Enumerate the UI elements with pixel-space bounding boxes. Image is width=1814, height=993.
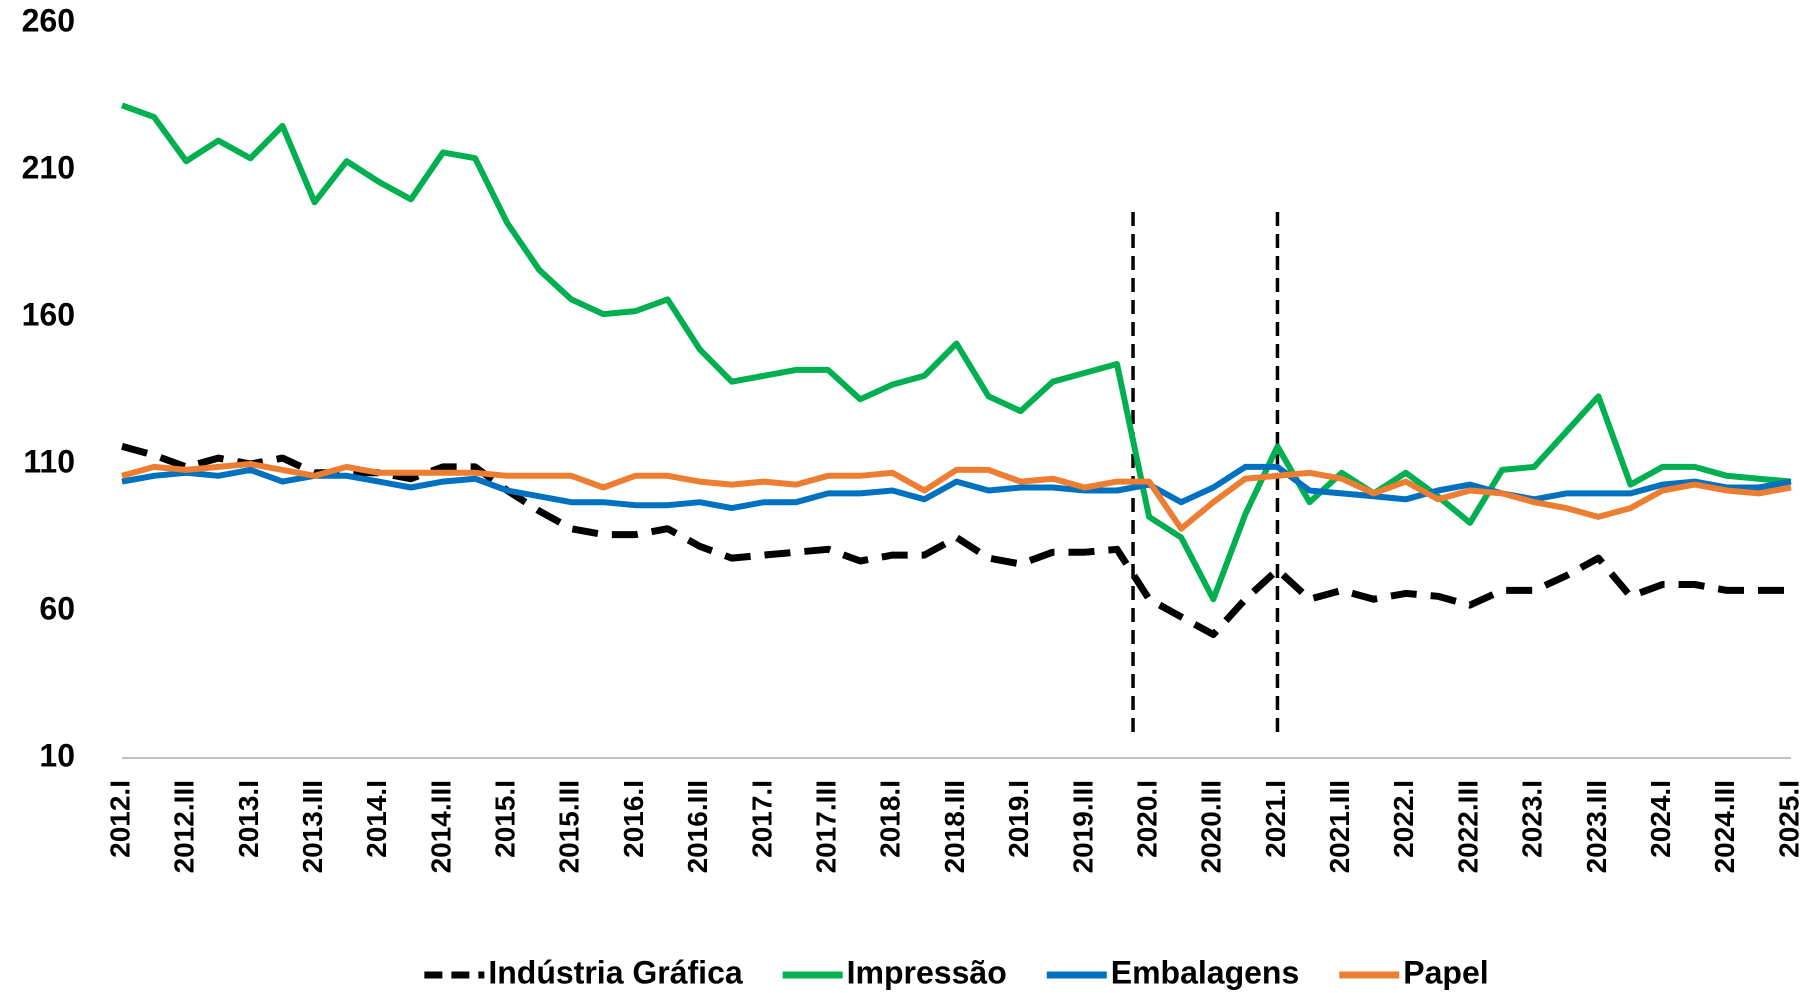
x-tick-label: 2014.III bbox=[425, 780, 456, 873]
y-tick-label: 260 bbox=[22, 2, 75, 38]
legend-label: Papel bbox=[1403, 954, 1488, 990]
y-tick-label: 10 bbox=[39, 737, 75, 773]
x-tick-label: 2016.III bbox=[682, 780, 713, 873]
x-tick-label: 2018.III bbox=[939, 780, 970, 873]
x-tick-label: 2019.I bbox=[1003, 780, 1034, 858]
legend: Indústria Gráfica Impressão Embalagens Pape… bbox=[424, 954, 1489, 990]
x-tick-label: 2012.III bbox=[169, 780, 200, 873]
series-line bbox=[120, 102, 1792, 603]
x-tick-label: 2023.I bbox=[1517, 780, 1548, 858]
x-tick-label: 2016.I bbox=[618, 780, 649, 858]
legend-label: Impressão bbox=[847, 954, 1007, 990]
series-line bbox=[121, 443, 1791, 638]
series-line bbox=[121, 461, 1792, 532]
x-tick-label: 2014.I bbox=[361, 780, 392, 858]
y-tick-label: 210 bbox=[22, 149, 75, 185]
x-tick-label: 2020.III bbox=[1196, 780, 1227, 873]
x-tick-label: 2022.I bbox=[1388, 780, 1419, 858]
x-tick-label: 2017.I bbox=[746, 780, 777, 858]
x-tick-label: 2012.I bbox=[104, 780, 135, 858]
x-tick-label: 2025.I bbox=[1773, 780, 1804, 858]
x-tick-label: 2021.I bbox=[1260, 780, 1291, 858]
legend-label: Embalagens bbox=[1111, 954, 1300, 990]
x-tick-label: 2024.I bbox=[1645, 780, 1676, 858]
y-tick-label: 160 bbox=[22, 296, 75, 332]
x-tick-label: 2018.I bbox=[875, 780, 906, 858]
x-tick-label: 2019.III bbox=[1067, 780, 1098, 873]
x-tick-label: 2024.III bbox=[1709, 780, 1740, 873]
x-tick-label: 2013.I bbox=[233, 780, 264, 858]
x-tick-label: 2022.III bbox=[1452, 780, 1483, 873]
x-tick-label: 2015.III bbox=[554, 780, 585, 873]
x-tick-label: 2015.I bbox=[490, 780, 521, 858]
x-tick-label: 2013.III bbox=[297, 780, 328, 873]
x-tick-label: 2017.III bbox=[811, 780, 842, 873]
legend-label: Indústria Gráfica bbox=[488, 954, 743, 990]
x-tick-label: 2020.I bbox=[1131, 780, 1162, 858]
x-tick-label: 2023.III bbox=[1581, 780, 1612, 873]
y-tick-label: 60 bbox=[39, 590, 75, 626]
y-tick-label: 110 bbox=[23, 443, 75, 479]
x-tick-label: 2021.III bbox=[1324, 780, 1355, 873]
